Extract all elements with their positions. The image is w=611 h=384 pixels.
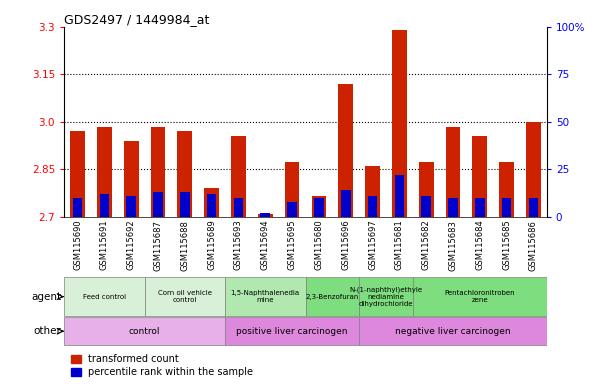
Bar [314, 198, 324, 217]
Bar [207, 194, 216, 217]
Bar [359, 317, 547, 345]
Bar [395, 175, 404, 217]
Bar [73, 198, 82, 217]
Bar [422, 196, 431, 217]
Text: Feed control: Feed control [83, 294, 126, 300]
Bar [475, 198, 485, 217]
Text: Corn oil vehicle
control: Corn oil vehicle control [158, 290, 212, 303]
Bar [153, 192, 163, 217]
Text: GDS2497 / 1449984_at: GDS2497 / 1449984_at [64, 13, 210, 26]
Text: agent: agent [31, 291, 62, 302]
Bar [448, 198, 458, 217]
Bar [472, 136, 487, 217]
Bar [341, 190, 351, 217]
Bar [368, 196, 378, 217]
Bar [97, 127, 112, 217]
Bar [312, 196, 326, 217]
Bar [64, 317, 225, 345]
Text: 1,5-Naphthalenedia
mine: 1,5-Naphthalenedia mine [231, 290, 300, 303]
Text: other: other [34, 326, 62, 336]
Bar [225, 277, 306, 316]
Bar [233, 198, 243, 217]
Bar [306, 277, 359, 316]
Bar [338, 84, 353, 217]
Bar [231, 136, 246, 217]
Bar [100, 194, 109, 217]
Bar [499, 162, 514, 217]
Bar [258, 214, 273, 217]
Bar [204, 189, 219, 217]
Bar [359, 277, 413, 316]
Bar [445, 127, 460, 217]
Bar [365, 166, 380, 217]
Bar [151, 127, 166, 217]
Bar [526, 122, 541, 217]
Bar [225, 317, 359, 345]
Bar [124, 141, 139, 217]
Bar [285, 162, 299, 217]
Text: 2,3-Benzofuran: 2,3-Benzofuran [306, 294, 359, 300]
Legend: transformed count, percentile rank within the sample: transformed count, percentile rank withi… [69, 353, 255, 379]
Bar [180, 192, 189, 217]
Bar [392, 30, 407, 217]
Bar [502, 198, 511, 217]
Bar [413, 277, 547, 316]
Bar [126, 196, 136, 217]
Bar [529, 198, 538, 217]
Bar [419, 162, 434, 217]
Text: control: control [129, 327, 160, 336]
Bar [145, 277, 225, 316]
Bar [177, 131, 192, 217]
Bar [70, 131, 85, 217]
Bar [64, 277, 145, 316]
Text: Pentachloronitroben
zene: Pentachloronitroben zene [444, 290, 515, 303]
Text: N-(1-naphthyl)ethyle
nediamine
dihydrochloride: N-(1-naphthyl)ethyle nediamine dihydroch… [349, 286, 423, 307]
Bar [287, 202, 297, 217]
Text: positive liver carcinogen: positive liver carcinogen [236, 327, 348, 336]
Text: negative liver carcinogen: negative liver carcinogen [395, 327, 511, 336]
Bar [260, 213, 270, 217]
